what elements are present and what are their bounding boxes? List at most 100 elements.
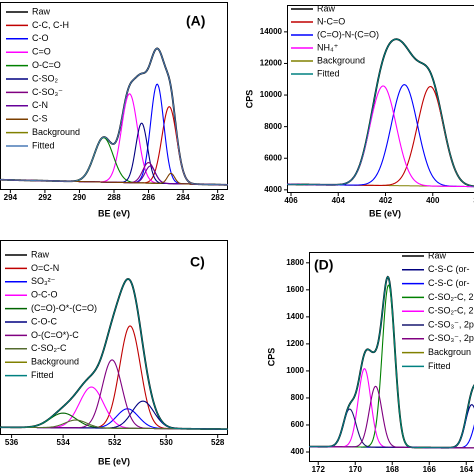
x-tick-label: 284 xyxy=(176,193,190,202)
legend-label: C-SO₃⁻, 2p xyxy=(428,333,474,343)
fitted-curve xyxy=(309,276,474,449)
x-tick-label: 172 xyxy=(312,465,326,474)
legend-label: C-O xyxy=(32,33,49,43)
x-tick-label: 402 xyxy=(379,196,393,205)
panel-label: C) xyxy=(190,254,205,270)
legend-label: C-C, C-H xyxy=(32,20,69,30)
legend-label: O-C=O xyxy=(32,60,61,70)
component-peak xyxy=(309,424,474,449)
component-peak xyxy=(0,386,228,430)
component-peak xyxy=(0,162,228,186)
plot-frame xyxy=(0,240,228,435)
fitted-curve xyxy=(0,47,228,186)
plot-area xyxy=(287,38,474,188)
x-tick-label: 170 xyxy=(349,465,363,474)
raw-curve xyxy=(0,278,228,431)
legend-label: Raw xyxy=(31,249,50,259)
x-tick-label: 532 xyxy=(108,438,122,447)
x-tick-label: 404 xyxy=(332,196,346,205)
legend-label: Background xyxy=(32,127,80,137)
legend-label: C-SO₂-C, 2 xyxy=(428,306,474,316)
x-tick-label: 286 xyxy=(142,193,156,202)
legend-label: C-SO₂-C xyxy=(31,343,67,353)
plot-area xyxy=(0,278,228,431)
y-tick-label: 1600 xyxy=(286,285,304,294)
component-peak xyxy=(309,368,474,449)
legend-label: C-SO₃⁻, 2p xyxy=(428,319,474,329)
legend-label: Fitted xyxy=(317,68,340,78)
legend-label: C-SO₂-C, 2 xyxy=(428,292,474,302)
legend-label: O=C-N xyxy=(31,263,59,273)
legend-label: SO₃²⁻ xyxy=(31,276,56,286)
component-peak xyxy=(309,385,474,449)
plot-frame xyxy=(287,5,474,193)
y-tick-label: 800 xyxy=(291,393,305,402)
legend-label: Background xyxy=(31,357,79,367)
x-tick-label: 534 xyxy=(56,438,70,447)
fitted-curve xyxy=(287,38,474,187)
x-tick-label: 166 xyxy=(423,465,437,474)
plot-area xyxy=(309,275,474,449)
component-peak xyxy=(309,404,474,449)
x-tick-label: 292 xyxy=(38,193,52,202)
panel-label: (D) xyxy=(314,257,333,273)
y-tick-label: 10000 xyxy=(260,90,283,99)
legend-label: (C=O)-N-(C=O) xyxy=(317,29,379,39)
x-tick-label: 536 xyxy=(5,438,19,447)
legend-label: C-N xyxy=(32,100,48,110)
y-tick-label: 12000 xyxy=(260,59,283,68)
legend-label: Raw xyxy=(428,250,447,260)
fitted-curve xyxy=(0,278,228,430)
x-tick-label: 528 xyxy=(211,438,225,447)
x-axis-title: BE (eV) xyxy=(98,456,130,466)
y-tick-label: 600 xyxy=(291,420,305,429)
x-tick-label: 288 xyxy=(107,193,121,202)
x-tick-label: 164 xyxy=(460,465,474,474)
plot-frame xyxy=(309,252,474,462)
legend-label: C-SO₂ xyxy=(32,73,59,83)
x-tick-label: 530 xyxy=(159,438,173,447)
x-tick-label: 400 xyxy=(426,196,440,205)
legend-label: (C=O)-O*-(C=O) xyxy=(31,303,97,313)
legend-label: Backgroun xyxy=(428,347,471,357)
x-axis-title: BE (eV) xyxy=(369,208,401,218)
y-tick-label: 1400 xyxy=(286,312,304,321)
y-tick-label: 1000 xyxy=(286,366,304,375)
raw-curve xyxy=(287,38,474,188)
y-tick-label: 1800 xyxy=(286,258,304,267)
component-peak xyxy=(309,408,474,449)
legend-label: C-S xyxy=(32,114,48,124)
legend-label: C=O xyxy=(32,47,51,57)
x-tick-label: 168 xyxy=(386,465,400,474)
y-tick-label: 8000 xyxy=(264,122,282,131)
legend-label: Fitted xyxy=(31,370,54,380)
legend-label: Raw xyxy=(32,6,51,16)
legend-label: C-S-C (or- xyxy=(428,278,470,288)
y-axis-title: CPS xyxy=(244,90,254,109)
legend-label: Background xyxy=(317,55,365,65)
legend-label: O-C-O xyxy=(31,290,58,300)
y-tick-label: 400 xyxy=(291,447,305,456)
legend-label: Fitted xyxy=(32,140,55,150)
legend-label: C-S-C (or- xyxy=(428,264,470,274)
y-tick-label: 1200 xyxy=(286,339,304,348)
y-tick-label: 14000 xyxy=(260,27,283,36)
legend-label: O-(C=O*)-C xyxy=(31,330,79,340)
plot-area xyxy=(0,47,228,186)
y-tick-label: 6000 xyxy=(264,153,282,162)
legend-label: Raw xyxy=(317,3,336,13)
x-tick-label: 406 xyxy=(284,196,298,205)
panel-label: (A) xyxy=(186,13,205,29)
y-tick-label: 4000 xyxy=(264,185,282,194)
legend-label: N-C=O xyxy=(317,16,345,26)
legend-label: C-SO₃⁻ xyxy=(32,87,63,97)
x-tick-label: 282 xyxy=(211,193,225,202)
x-axis-title: BE (eV) xyxy=(98,208,130,218)
y-axis-title: CPS xyxy=(266,348,276,367)
legend-label: NH₄⁺ xyxy=(317,42,339,52)
legend-label: Fitted xyxy=(428,361,451,371)
component-peak xyxy=(0,400,228,430)
plot-frame xyxy=(0,2,228,190)
x-tick-label: 290 xyxy=(73,193,87,202)
